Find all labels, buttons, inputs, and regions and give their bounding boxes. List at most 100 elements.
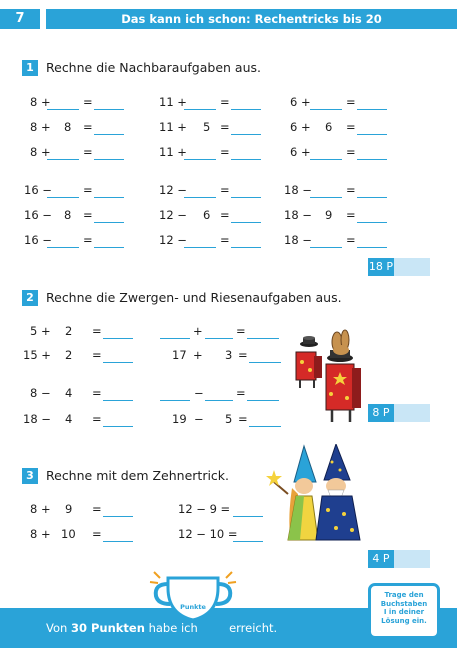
- term-text: 12 −: [159, 183, 187, 197]
- term-text: 5: [203, 120, 211, 134]
- answer-blank[interactable]: [184, 233, 216, 248]
- term-text: 16 −: [24, 183, 52, 197]
- points-label: 18 P: [368, 258, 394, 276]
- note-line: I in deiner: [383, 608, 425, 616]
- answer-blank[interactable]: [231, 95, 261, 110]
- term-text: +: [193, 324, 203, 338]
- answer-blank[interactable]: [94, 208, 124, 223]
- answer-blank[interactable]: [94, 120, 124, 135]
- answer-blank[interactable]: [160, 324, 190, 339]
- equals-sign: =: [220, 183, 230, 197]
- section-number-1: 1: [22, 60, 38, 76]
- answer-blank[interactable]: [247, 386, 279, 401]
- term-text: 16 −: [24, 208, 52, 222]
- term-text: 19: [172, 412, 187, 426]
- answer-blank[interactable]: [357, 233, 387, 248]
- equals-sign: =: [92, 386, 102, 400]
- answer-blank[interactable]: [47, 183, 79, 198]
- equals-sign: =: [346, 233, 356, 247]
- answer-blank[interactable]: [247, 324, 279, 339]
- points-label: 4 P: [368, 550, 394, 568]
- term-text: 8 +: [30, 95, 51, 109]
- footer-text: Von 30 Punkten habe ich erreicht.: [46, 621, 277, 635]
- answer-blank[interactable]: [103, 324, 133, 339]
- answer-blank[interactable]: [94, 183, 124, 198]
- equals-sign: =: [92, 527, 102, 541]
- answer-blank[interactable]: [47, 95, 79, 110]
- answer-blank[interactable]: [184, 145, 216, 160]
- term-text: 10: [61, 527, 76, 541]
- answer-blank[interactable]: [249, 348, 281, 363]
- term-text: 2: [65, 324, 73, 338]
- answer-blank[interactable]: [103, 386, 133, 401]
- term-text: 18 −: [284, 183, 312, 197]
- answer-blank[interactable]: [357, 145, 387, 160]
- term-text: 11 +: [159, 145, 187, 159]
- answer-blank[interactable]: [94, 233, 124, 248]
- answer-blank[interactable]: [357, 95, 387, 110]
- equals-sign: =: [220, 120, 230, 134]
- answer-blank[interactable]: [47, 145, 79, 160]
- equals-sign: =: [83, 208, 93, 222]
- answer-blank[interactable]: [231, 183, 261, 198]
- equals-sign: =: [83, 120, 93, 134]
- equals-sign: =: [238, 348, 248, 362]
- term-text: 6: [325, 120, 333, 134]
- answer-blank[interactable]: [184, 95, 216, 110]
- answer-blank[interactable]: [103, 348, 133, 363]
- term-text: 6: [203, 208, 211, 222]
- term-text: 6 +: [290, 120, 311, 134]
- answer-blank[interactable]: [231, 120, 261, 135]
- term-text: 8: [64, 208, 72, 222]
- section-title-3: Rechne mit dem Zehnertrick.: [46, 468, 230, 483]
- answer-blank[interactable]: [231, 145, 261, 160]
- answer-blank[interactable]: [357, 120, 387, 135]
- answer-blank[interactable]: [310, 145, 342, 160]
- answer-blank[interactable]: [357, 208, 387, 223]
- note-line: Trage den: [384, 591, 424, 599]
- answer-blank[interactable]: [233, 502, 263, 517]
- answer-blank[interactable]: [160, 386, 190, 401]
- answer-blank[interactable]: [184, 183, 216, 198]
- answer-blank[interactable]: [94, 95, 124, 110]
- answer-blank[interactable]: [233, 527, 263, 542]
- term-text: 8 +: [30, 145, 51, 159]
- answer-blank[interactable]: [310, 183, 342, 198]
- section-title-2: Rechne die Zwergen- und Riesenaufgaben a…: [46, 290, 342, 305]
- equals-sign: =: [220, 145, 230, 159]
- term-text: 8 +: [30, 502, 51, 516]
- page-number: 7: [0, 9, 40, 29]
- answer-blank[interactable]: [94, 145, 124, 160]
- answer-blank[interactable]: [103, 502, 133, 517]
- magic-boxes-illustration: [295, 329, 361, 422]
- answer-blank[interactable]: [310, 233, 342, 248]
- equals-sign: =: [346, 183, 356, 197]
- section-number-3: 3: [22, 468, 38, 484]
- answer-blank[interactable]: [357, 183, 387, 198]
- equals-sign: =: [346, 145, 356, 159]
- term-text: 8 +: [30, 120, 51, 134]
- term-text: 4: [65, 386, 73, 400]
- footer-text-before: Von: [46, 621, 68, 635]
- trophy-label: Punkte: [180, 603, 206, 611]
- equals-sign: =: [346, 208, 356, 222]
- equals-sign: =: [92, 502, 102, 516]
- answer-blank[interactable]: [103, 412, 133, 427]
- equals-sign: =: [92, 412, 102, 426]
- answer-blank[interactable]: [205, 324, 233, 339]
- note-line: Buchstaben: [380, 599, 428, 608]
- answer-blank[interactable]: [249, 412, 281, 427]
- answer-blank[interactable]: [47, 233, 79, 248]
- answer-blank[interactable]: [103, 527, 133, 542]
- footer-points-total: 30 Punkten: [70, 621, 145, 635]
- term-text: 11 +: [159, 95, 187, 109]
- answer-blank[interactable]: [231, 208, 261, 223]
- term-text: 11 +: [159, 120, 187, 134]
- answer-blank[interactable]: [310, 95, 342, 110]
- term-text: 6 +: [290, 145, 311, 159]
- wizards-illustration: [266, 444, 361, 541]
- answer-blank[interactable]: [231, 233, 261, 248]
- term-text: 4: [65, 412, 73, 426]
- answer-blank[interactable]: [205, 386, 233, 401]
- equals-sign: =: [346, 120, 356, 134]
